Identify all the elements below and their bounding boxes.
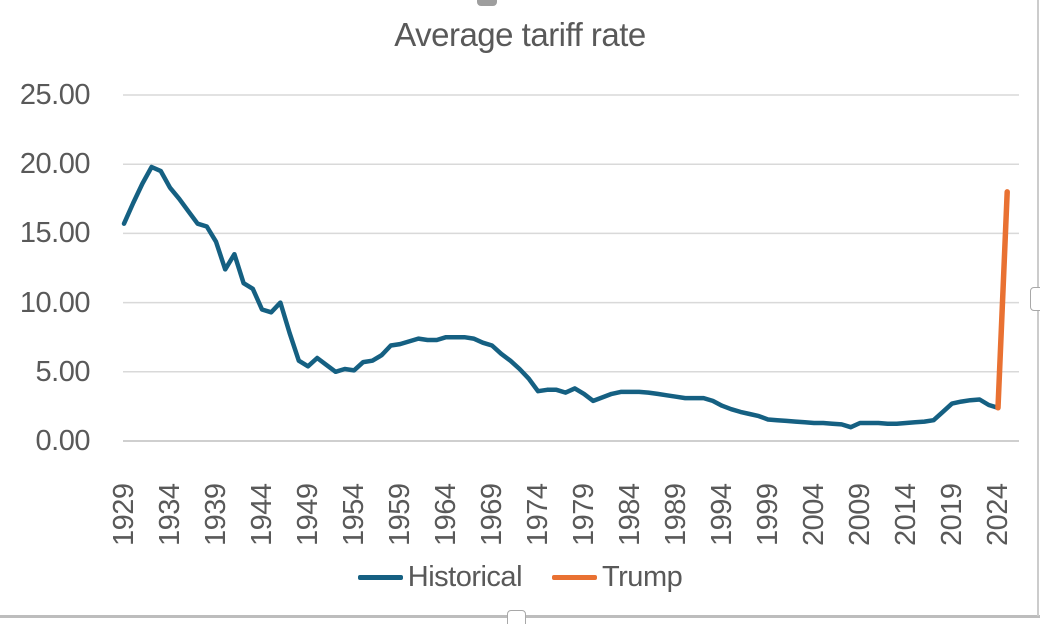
x-tick-label: 1994 — [706, 483, 738, 546]
legend-item-trump[interactable]: Trump — [552, 560, 683, 594]
legend-label-historical: Historical — [407, 560, 523, 593]
x-tick-label: 2014 — [890, 483, 922, 546]
y-tick-label: 25.00 — [19, 79, 91, 111]
x-tick-label: 1979 — [568, 483, 600, 546]
historical-line-swatch — [357, 574, 403, 580]
x-tick-label: 1999 — [752, 483, 784, 546]
y-tick-label: 15.00 — [19, 217, 91, 250]
x-tick-label: 2024 — [982, 483, 1014, 546]
resize-handle-bottom[interactable] — [507, 610, 526, 624]
resize-handle-top[interactable] — [477, 0, 497, 6]
series-line-trump — [995, 189, 1010, 411]
x-tick-label: 2009 — [844, 483, 876, 546]
x-tick-label: 1934 — [154, 483, 186, 546]
x-tick-label: 1974 — [522, 483, 554, 546]
x-tick-label: 1989 — [660, 483, 692, 546]
chart-legend: Historical Trump — [0, 558, 1040, 596]
y-tick-label: 10.00 — [19, 286, 91, 319]
chart-title: Average tariff rate — [394, 16, 646, 53]
x-tick-label: 1964 — [430, 483, 462, 546]
trump-line-swatch — [552, 574, 598, 580]
resize-handle-right[interactable] — [1030, 287, 1040, 311]
legend-label-trump: Trump — [602, 560, 683, 593]
legend-item-historical[interactable]: Historical — [357, 560, 523, 594]
x-tick-label: 2019 — [936, 483, 968, 546]
x-tick-label: 1969 — [476, 483, 508, 546]
series-line-historical — [121, 164, 1001, 430]
x-tick-label: 1954 — [338, 483, 370, 546]
x-tick-label: 1959 — [384, 483, 416, 546]
x-tick-label: 1984 — [614, 483, 646, 546]
x-tick-label: 1939 — [200, 483, 232, 546]
x-tick-label: 1944 — [246, 483, 278, 546]
y-tick-label: 0.00 — [35, 425, 91, 457]
x-tick-label: 1929 — [108, 483, 140, 546]
y-tick-label: 5.00 — [35, 355, 91, 388]
y-tick-label: 20.00 — [19, 148, 91, 181]
x-tick-label: 1949 — [292, 483, 324, 546]
x-tick-label: 2004 — [798, 483, 830, 546]
